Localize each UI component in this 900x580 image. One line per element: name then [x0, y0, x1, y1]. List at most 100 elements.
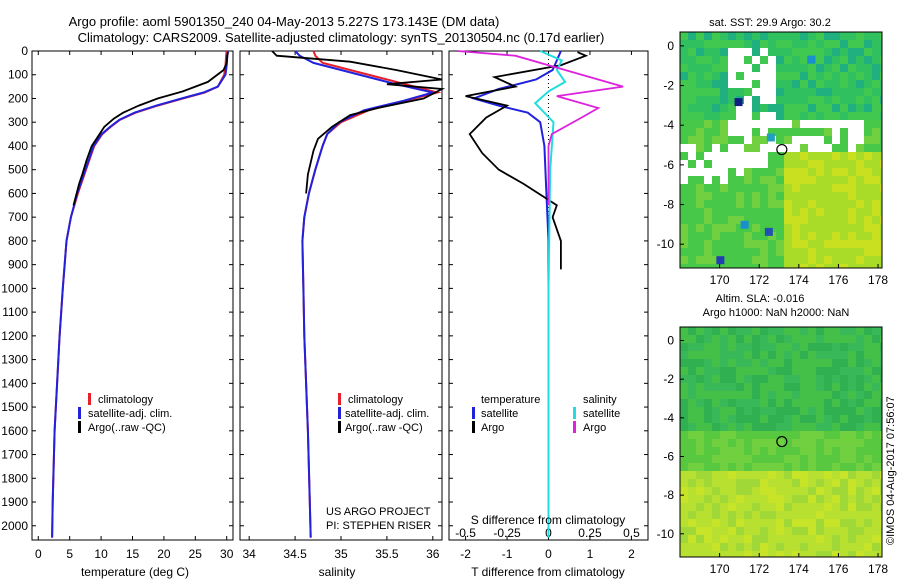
map-cell: [712, 176, 720, 184]
map-cell: [880, 335, 882, 343]
map-cell: [880, 423, 882, 431]
map-cell: [712, 335, 720, 343]
map-cell: [848, 543, 856, 551]
map-cell: [776, 391, 784, 399]
map-cell: [688, 120, 696, 128]
map-cell: [752, 327, 760, 335]
map-cell: [792, 543, 800, 551]
map-cell: [880, 431, 882, 439]
map-cell: [680, 120, 688, 128]
map-cell: [696, 192, 704, 200]
map-cell: [712, 248, 720, 256]
map-cell: [752, 535, 760, 543]
map-cell: [688, 463, 696, 471]
map-cell: [688, 128, 696, 136]
map-cell: [808, 343, 816, 351]
map-cell: [736, 264, 744, 268]
map-cell: [824, 64, 832, 72]
map-cell: [872, 543, 880, 551]
map-cell: [800, 495, 808, 503]
map-cell: [728, 367, 736, 375]
map-cell: [864, 343, 872, 351]
map-cell: [792, 351, 800, 359]
series-line-1: [294, 50, 434, 538]
map-cell: [680, 519, 688, 527]
map-cell: [768, 232, 776, 240]
map-cell: [872, 455, 880, 463]
map-cell: [680, 264, 688, 268]
map-cell: [688, 407, 696, 415]
map-cell: [776, 48, 784, 56]
map-cell: [760, 80, 768, 88]
map-cell: [856, 112, 864, 120]
map-cell: [752, 168, 760, 176]
map-cell: [872, 343, 880, 351]
map-cell: [880, 551, 882, 557]
legend-swatch-sargo: [573, 421, 576, 433]
map-cell: [784, 56, 792, 64]
map-cell: [728, 359, 736, 367]
map-cell: [832, 112, 840, 120]
map-cell: [776, 32, 784, 40]
map-cell: [848, 511, 856, 519]
map-cell: [800, 519, 808, 527]
map-cell: [680, 136, 688, 144]
y-tick-label: 700: [8, 210, 28, 224]
map-cell: [784, 391, 792, 399]
map-cell: [760, 527, 768, 535]
map-cell: [768, 128, 776, 136]
map-cell: [744, 208, 752, 216]
map-cell: [696, 327, 704, 335]
map-cell: [752, 48, 760, 56]
map-cell: [712, 543, 720, 551]
legend-label-satellite: satellite-adj. clim.: [88, 408, 172, 420]
map-cell: [864, 391, 872, 399]
y-tick-label: -10: [657, 527, 675, 541]
map-cell: [736, 383, 744, 391]
map-cell: [848, 351, 856, 359]
map-cell: [816, 487, 824, 495]
map-cell: [768, 351, 776, 359]
map-cell: [792, 144, 800, 152]
map-cell: [792, 423, 800, 431]
map-cell: [816, 48, 824, 56]
map-cell: [856, 351, 864, 359]
map-cell: [800, 399, 808, 407]
map-cell: [856, 535, 864, 543]
map-cell: [760, 144, 768, 152]
map-cell: [800, 264, 808, 268]
map-cell: [720, 152, 728, 160]
map-cell: [736, 88, 744, 96]
map-cell: [704, 200, 712, 208]
map-cell: [776, 96, 784, 104]
map-cell: [728, 535, 736, 543]
map-cell: [728, 80, 736, 88]
map-cell: [680, 224, 688, 232]
map-cell: [688, 383, 696, 391]
map-cell: [712, 455, 720, 463]
x-tick-label: 5: [66, 547, 73, 561]
map-cell: [840, 471, 848, 479]
map-cell: [744, 192, 752, 200]
map-cell: [720, 447, 728, 455]
map-cell: [840, 415, 848, 423]
map-cell: [744, 455, 752, 463]
map-cell: [736, 40, 744, 48]
map-cell: [872, 40, 880, 48]
map-cell: [680, 415, 688, 423]
map-cell: [768, 104, 776, 112]
map-cell: [688, 439, 696, 447]
map-cell: [832, 551, 840, 557]
map-cell: [872, 208, 880, 216]
map-cell: [824, 399, 832, 407]
map-cell: [752, 192, 760, 200]
map-cell: [840, 144, 848, 152]
map-cell: [840, 335, 848, 343]
map-cell: [736, 519, 744, 527]
map-cell: [792, 439, 800, 447]
map-cell: [840, 431, 848, 439]
map-cell: [784, 375, 792, 383]
map-cell: [864, 80, 872, 88]
map-cell: [696, 335, 704, 343]
map-cell: [688, 335, 696, 343]
